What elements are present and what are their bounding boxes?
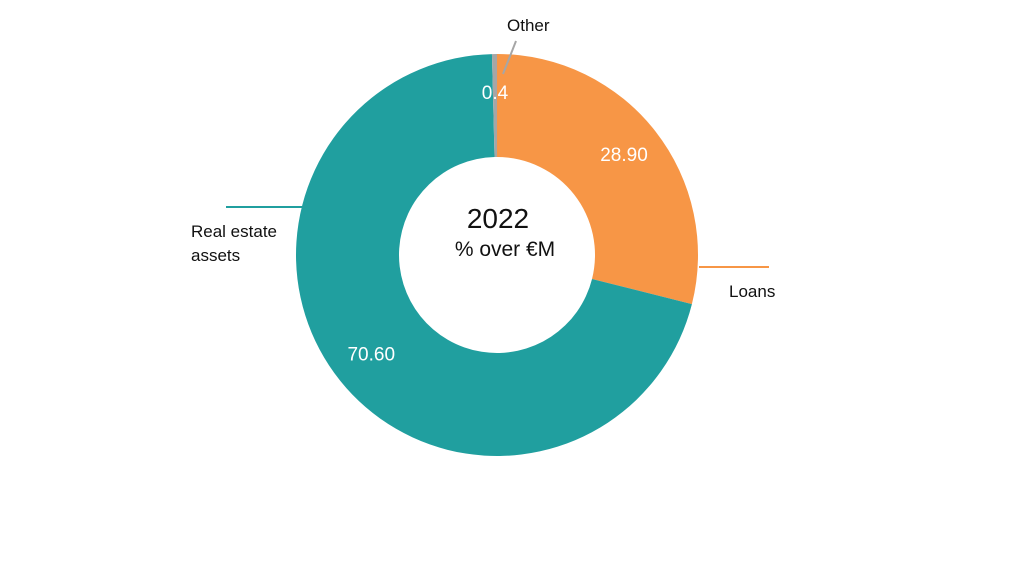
category-label-other: Other — [507, 16, 550, 35]
slice-loans — [497, 54, 698, 305]
data-label-real-estate-assets: 70.60 — [347, 345, 395, 366]
data-label-other: 0.4 — [482, 83, 509, 104]
category-label-real-estate: Real estate assets — [191, 222, 277, 265]
slice-real-estate-assets — [295, 54, 692, 457]
chart-title: 2022 — [466, 203, 530, 234]
category-label-loans: Loans — [729, 282, 776, 301]
leader-line-other — [502, 40, 517, 75]
data-label-loans: 28.90 — [600, 145, 648, 166]
slice-other — [491, 54, 497, 158]
chart-subtitle: % over €M — [454, 238, 556, 261]
